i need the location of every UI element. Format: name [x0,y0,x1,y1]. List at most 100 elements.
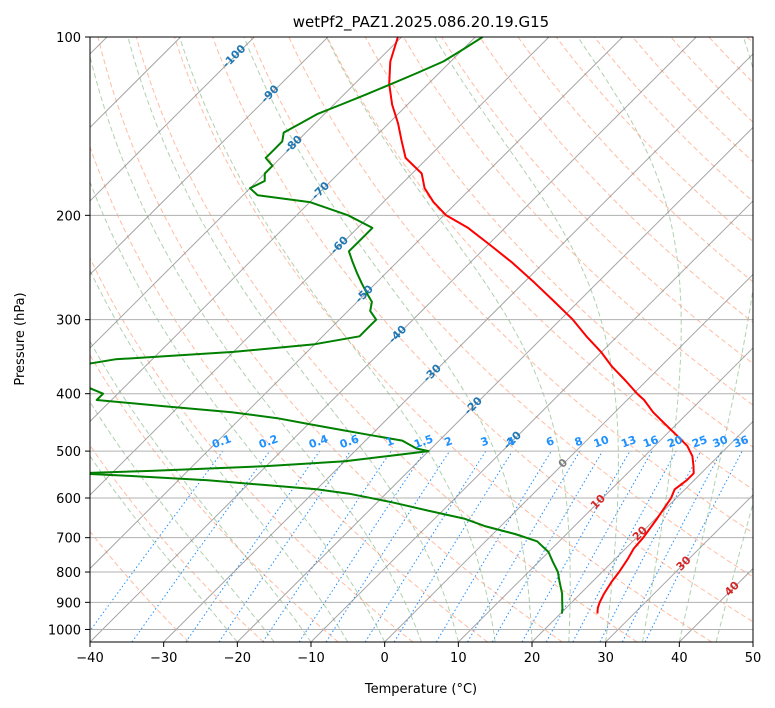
mixing-ratio-label: 16 [641,433,660,451]
x-tick-label: 10 [450,651,467,666]
y-tick-label: 400 [56,388,81,403]
temperature-profile-line [388,37,695,614]
mixing-ratio-line [393,450,513,642]
chart-title: wetPf2_PAZ1.2025.086.20.19.G15 [293,13,549,32]
dry-adiabat-line [403,37,753,406]
moist-adiabat-line [577,37,682,642]
moist-adiabat-line [90,180,386,642]
isotherm-line [90,37,476,423]
isotherm-line [90,37,402,349]
dry-adiabat-line [90,145,488,642]
isotherm-line [531,420,753,642]
mixing-ratio-label: 30 [711,433,730,451]
dry-adiabat-line [288,37,753,534]
dry-adiabat-line [594,37,753,203]
isotherm-line [90,37,697,642]
mixing-ratio-label: 13 [619,433,638,450]
isotherm-lines [90,37,753,642]
x-tick-label: −30 [150,651,177,666]
x-axis-label: Temperature (°C) [364,682,477,697]
mixing-ratio-label: 1.5 [412,432,435,451]
mixing-ratio-line [572,450,677,642]
mixing-ratio-label: 2 [443,434,455,449]
x-tick-label: −40 [76,651,103,666]
moist-adiabat-line [90,401,275,642]
y-tick-label: 1000 [48,623,81,638]
plot-frame [89,36,754,643]
dry-adiabat-line [479,37,753,324]
dry-adiabat-line [90,256,414,642]
x-tick-label: 20 [524,651,541,666]
mixing-ratio-label: 8 [573,434,585,449]
y-tick-label: 900 [56,596,81,611]
isotherm-line [163,53,753,642]
mixing-ratio-label: 3 [479,434,491,449]
y-axis-ticks: 100 200 300 400 500 600 700 800 900 1000 [48,31,90,638]
x-tick-label: 40 [671,651,688,666]
x-axis-ticks: −40 −30 −20 −10 0 10 20 30 40 50 [76,642,761,666]
x-tick-label: 0 [381,651,389,666]
dry-adiabat-line [517,37,753,283]
dry-adiabat-line [326,37,753,491]
y-tick-label: 600 [56,492,81,507]
mixing-ratio-line [521,450,631,642]
moist-adiabats [90,37,753,642]
moist-adiabat-line [715,501,753,642]
mixing-ratio-label: 0.4 [307,432,330,451]
moist-adiabat-line [90,455,238,642]
isotherm-line [90,37,623,570]
isotherm-line [457,347,753,642]
mixing-ratio-line [364,450,487,642]
y-tick-label: 100 [56,31,81,46]
y-tick-label: 700 [56,532,81,547]
isotherm-line [90,37,550,496]
dry-adiabat-line [97,37,563,642]
y-axis-label: Pressure (hPa) [13,292,28,385]
mixing-ratio-line [467,450,581,642]
mixing-ratio-label: 1 [384,434,396,449]
mixing-ratio-label: 0.1 [210,432,233,451]
mixing-ratio-label: 0.6 [338,432,361,451]
mixing-ratio-label: 36 [732,433,751,451]
mixing-ratio-label: 0.2 [257,432,280,451]
dry-adiabat-line [135,37,638,642]
plot-area: -100-90-80-70-60-50-40-30-20-10010203040… [90,37,753,642]
y-tick-label: 500 [56,445,81,460]
dry-adiabat-line [441,37,753,365]
mixing-ratio-label: 6 [544,434,556,449]
x-tick-label: −20 [224,651,251,666]
dry-adiabat-line [90,354,339,642]
y-tick-label: 300 [56,314,81,329]
moist-adiabat-line [90,269,349,642]
isotherm-line [310,200,753,642]
mixing-ratio-line [491,450,603,642]
isotherm-line [236,126,753,642]
dry-adiabat-line [364,37,753,448]
x-tick-label: 30 [597,651,614,666]
mixing-ratio-label: 4 [505,434,517,449]
moist-adiabat-line [179,37,496,642]
mixing-ratio-line [325,450,451,642]
mixing-ratio-line [435,450,552,642]
moist-adiabat-line [326,37,571,642]
x-tick-label: −10 [297,651,324,666]
isotherm-line [384,273,753,642]
moist-adiabat-line [243,37,533,642]
isotherm-line [90,37,255,202]
y-tick-label: 800 [56,566,81,581]
mixing-ratio-label: 20 [666,433,685,451]
y-tick-label: 200 [56,209,81,224]
moist-adiabat-line [90,54,422,642]
x-tick-label: 50 [745,651,762,666]
mixing-ratio-label: 10 [592,433,611,451]
moist-adiabat-line [434,37,619,642]
isotherm-line [90,37,329,276]
isotherm-line [605,494,753,642]
dry-adiabat-line [212,37,753,623]
dewpoint-profile-line [90,37,564,614]
dry-adiabats [90,37,753,642]
dry-adiabat-line [173,37,712,642]
profile-series [90,37,695,614]
mixing-ratio-label: 25 [690,433,709,450]
